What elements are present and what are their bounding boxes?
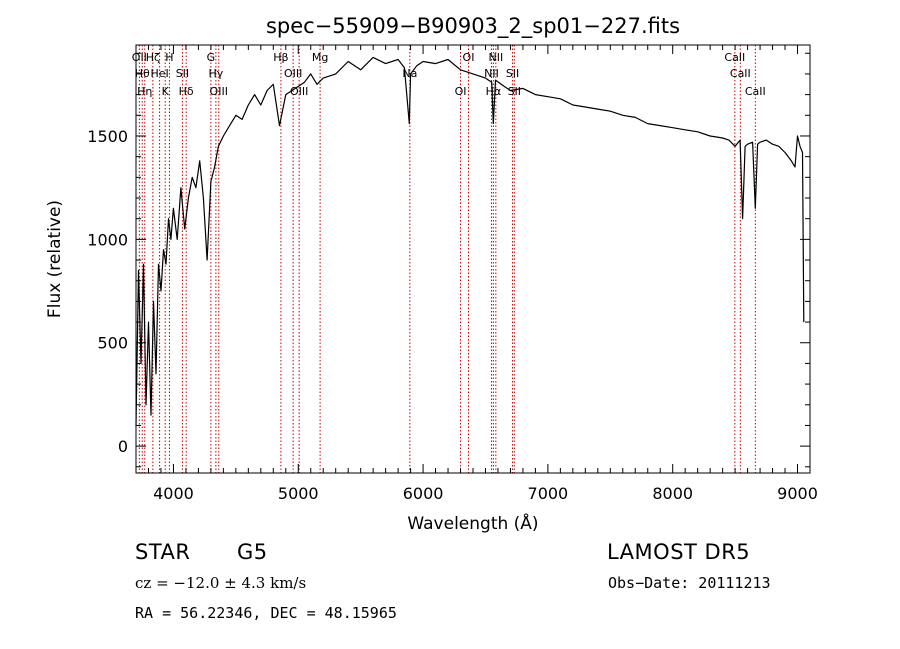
y-tick-label: 500 <box>97 334 128 353</box>
x-tick-label: 4000 <box>153 484 194 503</box>
observation-date: Obs−Date: 20111213 <box>608 574 771 592</box>
object-class: STAR <box>135 540 191 564</box>
x-tick-label: 5000 <box>278 484 319 503</box>
survey-name: LAMOST DR5 <box>607 540 751 564</box>
chart-title: spec−55909−B90903_2_sp01−227.fits <box>266 14 680 39</box>
x-axis-ticks: 4000 5000 6000 7000 8000 9000 <box>135 45 818 503</box>
y-tick-label: 1500 <box>87 127 128 146</box>
line-marker-label: Mg <box>312 51 328 64</box>
y-axis-ticks: 0 500 1000 1500 <box>87 52 810 468</box>
x-tick-label: 7000 <box>528 484 569 503</box>
line-marker-label: Hδ <box>179 85 194 98</box>
y-tick-label: 0 <box>118 437 128 456</box>
line-marker-label: Hα <box>486 85 502 98</box>
x-tick-label: 6000 <box>403 484 444 503</box>
redshift-velocity: cz = −12.0 ± 4.3 km/s <box>135 574 307 592</box>
subclass: G5 <box>237 540 268 564</box>
line-marker-label: NII <box>488 51 503 64</box>
line-marker-label: Hη <box>137 85 152 98</box>
line-marker-label: Hθ <box>135 67 150 80</box>
line-marker-label: Hγ <box>208 67 223 80</box>
line-marker-label: CaII <box>724 51 745 64</box>
line-marker-label: Hβ <box>273 51 288 64</box>
line-marker-label: OI <box>463 51 475 64</box>
x-tick-label: 8000 <box>652 484 693 503</box>
plot-frame <box>135 44 811 474</box>
x-tick-label: 9000 <box>777 484 818 503</box>
line-marker-label: SII <box>506 67 519 80</box>
line-marker-label: OIII <box>210 85 228 98</box>
line-marker-label: K <box>162 85 170 98</box>
coordinates: RA = 56.22346, DEC = 48.15965 <box>135 604 397 622</box>
line-marker-label: HeI <box>150 67 168 80</box>
line-marker-label: SII <box>176 67 189 80</box>
spectrum-series <box>135 56 805 426</box>
line-marker-label: OI <box>455 85 467 98</box>
x-axis-label: Wavelength (Å) <box>407 512 538 534</box>
line-marker-label: SII <box>508 85 521 98</box>
line-marker-label: OIII <box>290 85 308 98</box>
line-marker-label: CaII <box>730 67 751 80</box>
line-marker-label: OIII <box>284 67 302 80</box>
line-marker-label: NII <box>484 67 499 80</box>
spectrum-line <box>135 56 805 426</box>
line-marker-label: CaII <box>745 85 766 98</box>
line-marker-label: Hζ <box>146 51 160 64</box>
y-tick-label: 1000 <box>87 230 128 249</box>
line-marker-label: G <box>207 51 216 64</box>
line-marker-labels: OIIHθHηHζHeIKHSIIHδGHγOIIIHβOIIIOIIIMgNa… <box>132 51 766 98</box>
line-markers <box>138 45 756 473</box>
y-axis-label: Flux (relative) <box>45 200 65 318</box>
line-marker-label: H <box>165 51 173 64</box>
